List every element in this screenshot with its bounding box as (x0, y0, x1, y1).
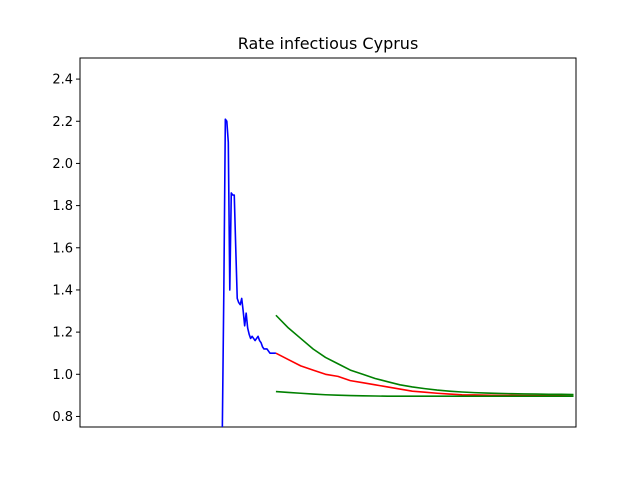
y-tick-label: 1.8 (52, 199, 73, 214)
chart-title: Rate infectious Cyprus (238, 34, 419, 53)
y-axis: 0.8 1.0 1.2 1.4 1.6 1.8 2.0 2.2 2.4 (52, 73, 80, 425)
series-line-3 (275, 390, 574, 398)
y-tick-label: 1.4 (52, 283, 73, 298)
y-tick-label: 2.2 (52, 115, 73, 130)
y-tick-label: 0.8 (52, 410, 73, 425)
y-tick-label: 1.6 (52, 241, 73, 256)
series-layer (221, 118, 574, 427)
y-tick-label: 1.0 (52, 368, 73, 383)
y-tick-label: 2.0 (52, 157, 73, 172)
y-tick-label: 1.2 (52, 326, 73, 341)
series-line-2 (275, 314, 574, 396)
series-line-0 (221, 118, 276, 427)
plot-frame (79, 57, 577, 428)
series-line-1 (275, 352, 574, 397)
y-tick-label: 2.4 (52, 73, 73, 88)
